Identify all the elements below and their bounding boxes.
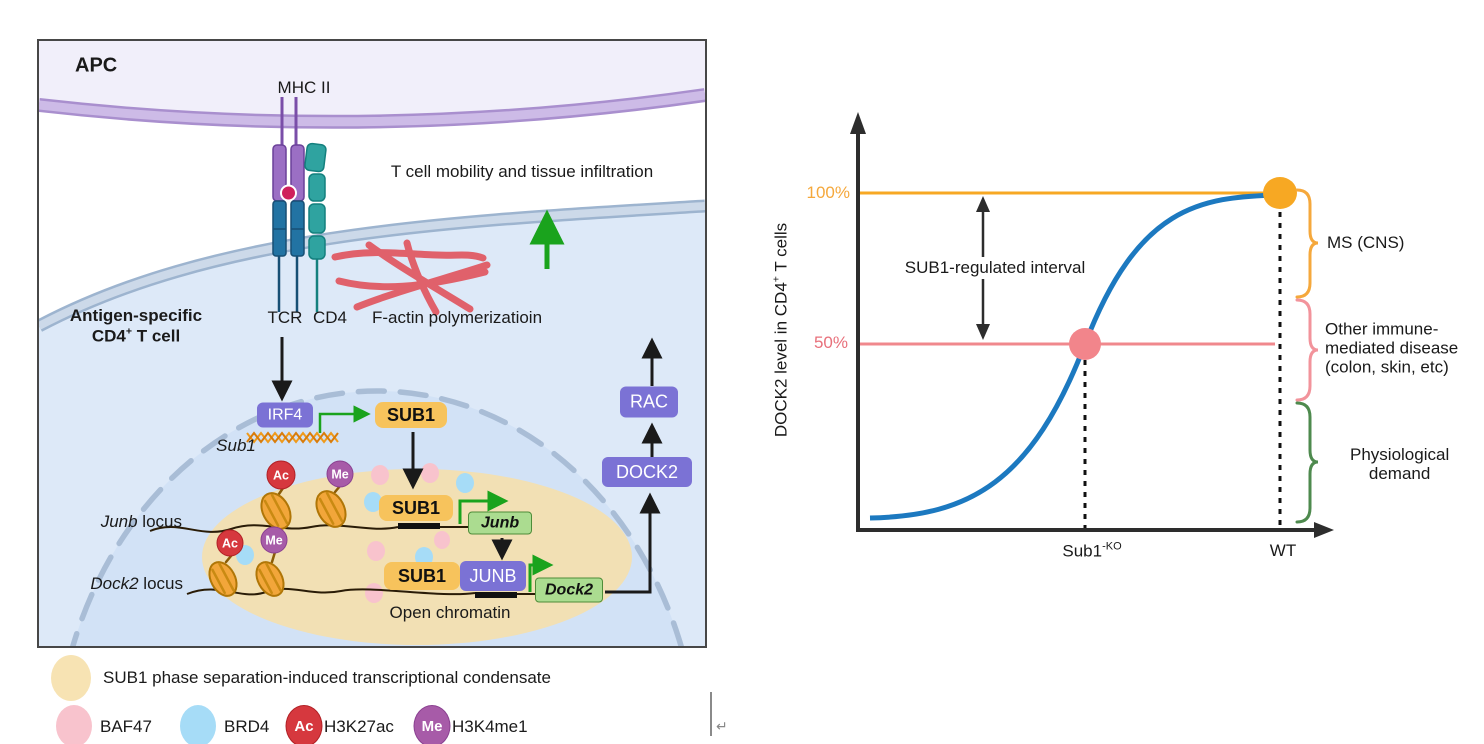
sub1-box-junb: SUB1 [379, 495, 453, 521]
brd4-legend-label: BRD4 [224, 717, 270, 736]
baf47-dots [365, 463, 450, 603]
tcr-label: TCR [267, 308, 303, 327]
brace-physiological [1295, 401, 1319, 524]
marker-wt-100pct [1263, 177, 1297, 209]
brace-label-other-immune: Other immune- mediated disease (colon, s… [1325, 319, 1459, 377]
mhc-ii-label: MHC II [277, 78, 331, 97]
marker-sub1ko-50pct [1069, 328, 1101, 360]
brace-label-ms-cns: MS (CNS) [1327, 233, 1405, 252]
junb-locus-label: Junb locus [100, 512, 182, 531]
tick-50pct: 50% [813, 333, 848, 352]
brace-label-physiological: Physiological demand [1350, 445, 1450, 483]
junb-protein-box: JUNB [460, 561, 526, 591]
y-axis-arrowhead [850, 112, 866, 134]
baf47-legend-label: BAF47 [100, 717, 152, 736]
x-axis-arrowhead [1314, 522, 1334, 538]
antigen-specific-line2: CD4+ T cell [91, 325, 181, 346]
h3k27ac-legend-label: H3K27ac [324, 717, 394, 736]
paragraph-mark: ↵ [716, 718, 728, 734]
h3k4me1-mark-icon: Me [326, 460, 354, 488]
h3k4me1-legend-icon: Me [413, 705, 451, 744]
dock2-protein-box: DOCK2 [602, 457, 692, 487]
sub1-gene-label: Sub1 [216, 436, 256, 455]
nucleosomes [208, 484, 347, 597]
dock2-level-chart [850, 112, 1334, 538]
interval-label: SUB1-regulated interval [900, 257, 1090, 279]
open-chromatin-label: Open chromatin [389, 603, 511, 622]
mhc-tcr-cd4-complex [272, 97, 327, 312]
dock2-locus-label: Dock2 locus [90, 574, 183, 593]
irf4-box: IRF4 [257, 402, 313, 428]
sub1-box-top: SUB1 [375, 402, 447, 428]
y-axis-label: DOCK2 level in CD4+ T cells [770, 222, 791, 438]
rac-box: RAC [620, 386, 678, 418]
sub1-gene-dna [246, 431, 339, 444]
antigen-specific-line1: Antigen-specific [69, 306, 203, 325]
apc-label: APC [75, 54, 118, 77]
condensate-legend-label: SUB1 phase separation-induced transcript… [103, 668, 551, 687]
cd4-molecule [304, 142, 327, 312]
signal-arrows [271, 337, 663, 594]
brd4-legend-swatch [180, 705, 216, 744]
text-cursor [710, 692, 712, 736]
dock2-promoter-bar [475, 592, 517, 598]
h3k27ac-mark-icon: Ac [266, 460, 296, 490]
h3k27ac-mark-icon: Ac [216, 529, 244, 557]
transcription-arrows [318, 209, 565, 592]
dock2-gene-box: Dock2 [535, 577, 603, 603]
junb-promoter-bar [398, 523, 440, 529]
f-actin-label: F-actin polymerizatioin [371, 308, 543, 327]
cd4-label: CD4 [312, 308, 348, 327]
baf47-legend-swatch [56, 705, 92, 744]
junb-gene-box: Junb [468, 511, 532, 535]
brace-other-immune [1295, 298, 1319, 402]
xtick-wt: WT [1269, 541, 1297, 560]
sigmoid-curve [869, 192, 1279, 521]
xtick-sub1ko: Sub1-KO [1062, 540, 1122, 561]
h3k27ac-legend-icon: Ac [285, 705, 323, 744]
condensate-legend-swatch [51, 655, 91, 701]
tick-100pct: 100% [806, 183, 850, 202]
apc-cytoplasm [39, 41, 705, 122]
brace-ms-cns [1295, 188, 1319, 299]
antigen-peptide [280, 184, 297, 202]
h3k4me1-legend-label: H3K4me1 [452, 717, 528, 736]
mobility-label: T cell mobility and tissue infiltration [390, 162, 654, 181]
f-actin-fibers [331, 239, 491, 316]
h3k4me1-mark-icon: Me [260, 526, 288, 554]
sub1-box-dock2: SUB1 [384, 562, 460, 590]
